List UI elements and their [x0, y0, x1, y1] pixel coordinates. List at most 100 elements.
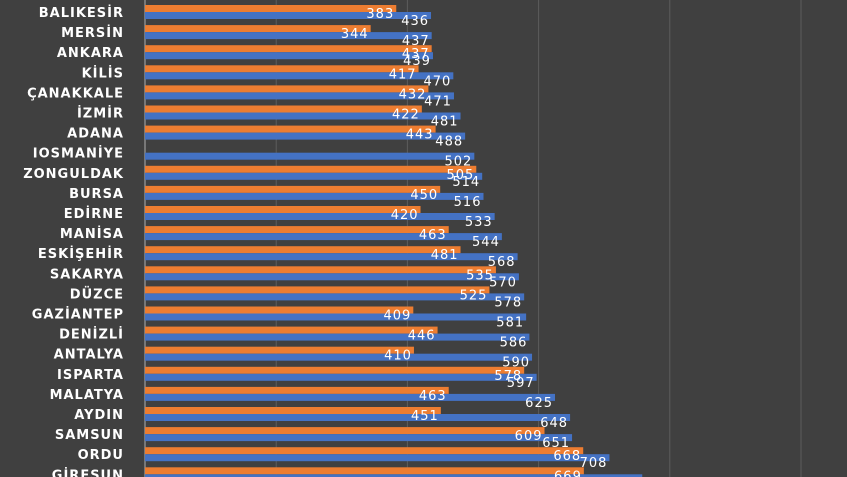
bar	[145, 434, 573, 442]
data-label: 590	[502, 356, 530, 371]
bar	[145, 407, 441, 414]
bar	[145, 233, 502, 241]
bar	[145, 293, 525, 301]
data-label: 463	[419, 389, 447, 404]
bar	[145, 326, 438, 334]
bar	[145, 152, 475, 160]
data-label: 651	[542, 436, 570, 451]
data-label: 581	[496, 316, 524, 331]
bar	[145, 85, 429, 93]
data-label: 597	[507, 376, 535, 391]
data-label: 422	[392, 108, 420, 123]
bar	[145, 226, 449, 234]
data-label: 708	[580, 456, 608, 471]
data-label: 443	[406, 128, 434, 143]
data-label: 481	[431, 115, 459, 130]
bar	[145, 125, 436, 133]
category-label: IOSMANİYE	[33, 146, 124, 162]
category-label: EDİRNE	[64, 206, 124, 222]
bar	[145, 165, 477, 173]
bar	[145, 273, 519, 281]
category-label: MERSİN	[61, 25, 124, 41]
category-label: ESKİŞEHİR	[38, 246, 124, 262]
data-label: 570	[489, 275, 517, 290]
data-label: 516	[454, 195, 482, 210]
bar	[145, 454, 610, 462]
category-label: GİRESUN	[52, 467, 124, 477]
category-label: SAMSUN	[55, 428, 124, 443]
bar	[145, 414, 571, 421]
data-label: 578	[494, 369, 522, 384]
bar	[145, 286, 490, 294]
bar	[145, 353, 533, 361]
bars	[145, 5, 643, 477]
category-label: ISPARTA	[57, 368, 124, 383]
data-label: 344	[341, 27, 369, 42]
bar	[145, 72, 454, 80]
category-label: DENİZLİ	[59, 327, 124, 343]
category-label: ANKARA	[57, 46, 124, 61]
data-label: 417	[389, 67, 417, 82]
bar	[145, 132, 466, 140]
bar	[145, 112, 461, 120]
bar	[145, 52, 433, 60]
data-label: 470	[423, 74, 451, 89]
data-label: 436	[401, 14, 429, 29]
bar	[145, 253, 518, 261]
bar	[145, 65, 419, 73]
category-label: ZONGULDAK	[23, 167, 124, 182]
data-label: 533	[465, 215, 493, 230]
data-label: 514	[452, 175, 480, 190]
data-label: 488	[435, 135, 463, 150]
data-label: 437	[402, 34, 430, 49]
data-label: 432	[399, 87, 427, 102]
bar	[145, 373, 537, 381]
data-label: 450	[410, 188, 438, 203]
data-label: 505	[446, 168, 474, 183]
category-label: MANİSA	[60, 226, 124, 242]
bar	[145, 12, 432, 19]
bar	[145, 32, 432, 40]
data-label: 625	[525, 396, 553, 411]
bar	[145, 346, 414, 354]
data-label: 578	[494, 295, 522, 310]
data-label: 437	[402, 47, 430, 62]
bar	[145, 313, 527, 321]
data-label: 668	[553, 449, 581, 464]
bar	[145, 5, 397, 12]
category-label: BALIKESİR	[39, 5, 124, 21]
data-label: 383	[366, 7, 394, 22]
data-label: 544	[472, 235, 500, 250]
bar	[145, 105, 422, 113]
data-label: 451	[411, 409, 439, 424]
data-label: 525	[460, 288, 488, 303]
category-label: ÇANAKKALE	[27, 86, 124, 101]
bar	[145, 427, 545, 435]
data-label: 463	[419, 228, 447, 243]
category-label: AYDIN	[74, 408, 124, 423]
bar	[145, 306, 414, 314]
category-label: ORDU	[78, 448, 124, 463]
bar	[145, 474, 643, 477]
data-label: 446	[408, 329, 436, 344]
data-label: 586	[500, 336, 528, 351]
category-label: ANTALYA	[54, 348, 124, 363]
category-label: ADANA	[67, 127, 124, 142]
bar	[145, 45, 432, 53]
category-label: İZMİR	[77, 106, 124, 122]
data-label: 535	[466, 268, 494, 283]
bar	[145, 366, 525, 374]
category-label: DÜZCE	[70, 286, 124, 302]
bar	[145, 246, 461, 254]
bar	[145, 393, 555, 401]
bar	[145, 266, 496, 274]
category-label: GAZİANTEP	[32, 307, 124, 323]
bar	[145, 192, 484, 200]
data-label: 609	[515, 429, 543, 444]
data-label: 502	[444, 155, 472, 170]
category-label: BURSA	[69, 187, 124, 202]
bar	[145, 447, 584, 455]
bar	[145, 92, 454, 100]
